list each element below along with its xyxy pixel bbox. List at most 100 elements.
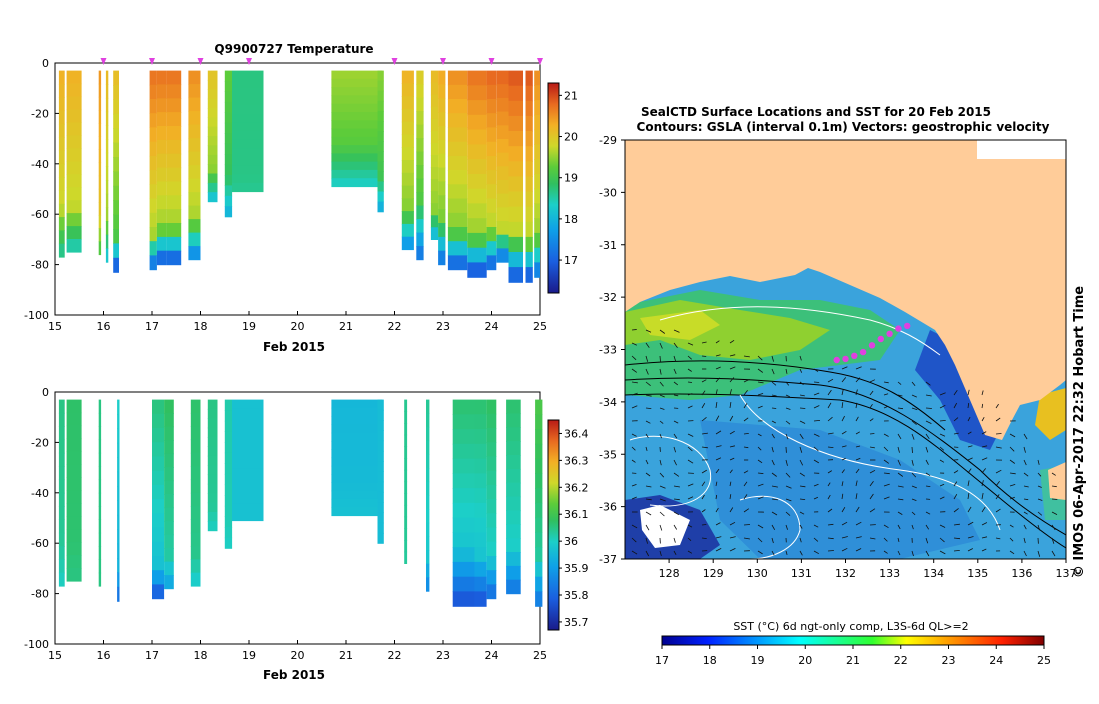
profile-cell — [506, 497, 521, 512]
profile-cell — [67, 213, 82, 227]
profile-cell — [378, 91, 384, 102]
profile-cell — [453, 577, 475, 592]
profile-cell — [117, 443, 119, 458]
profile-cell — [431, 131, 438, 144]
x-tick-label: 22 — [388, 649, 402, 662]
profile-cell — [404, 552, 407, 564]
profile-cell — [191, 533, 201, 547]
map-body — [625, 140, 1066, 559]
y-tick-label: 0 — [42, 386, 49, 399]
profile-cell — [113, 157, 119, 172]
profile-cell — [150, 170, 157, 185]
sst-colorbar-tick-label: 21 — [846, 654, 860, 667]
profile-cell — [99, 413, 101, 427]
profile-cell — [509, 176, 524, 192]
profile-cell — [99, 480, 101, 494]
profile-cell — [448, 170, 467, 185]
profile-cell — [467, 218, 486, 233]
profile-cell — [331, 137, 382, 146]
profile-cell — [113, 128, 119, 143]
profile-cell — [164, 575, 174, 589]
profile-cell — [113, 85, 119, 100]
profile-cell — [404, 493, 407, 505]
profile-cell — [208, 99, 218, 109]
profile-cell — [188, 71, 200, 85]
profile-cell — [416, 192, 423, 206]
profile-cell — [188, 125, 200, 139]
profile-cell — [378, 461, 384, 472]
profile-cell — [404, 458, 407, 470]
profile-cell — [232, 469, 264, 478]
profile-cell — [67, 148, 82, 162]
profile-cell — [232, 79, 264, 88]
profile-cell — [67, 161, 82, 175]
profile-cell — [331, 499, 382, 508]
profile-cell — [232, 443, 264, 452]
profile-cell — [157, 98, 167, 113]
profile-cell — [448, 213, 467, 228]
profile-cell — [535, 503, 542, 518]
profile-cell — [509, 252, 524, 268]
colorbar-tick-label: 36 — [564, 535, 578, 548]
profile-cell — [467, 262, 486, 277]
profile-cell — [475, 562, 487, 577]
profile-cell — [431, 143, 438, 156]
profile-cell — [67, 174, 82, 188]
profile-cell — [232, 434, 264, 443]
profile-cell — [475, 459, 487, 474]
profile-cell — [535, 547, 542, 562]
profile-cell — [431, 203, 438, 216]
profile-cell — [113, 186, 119, 201]
map-nodata-patch — [977, 140, 1066, 159]
profile-cell — [448, 99, 467, 114]
profile-cell — [99, 71, 101, 85]
profile-cell — [467, 100, 486, 115]
profile-cell — [59, 204, 65, 218]
profile-cell — [164, 427, 174, 441]
profile-cell — [113, 200, 119, 215]
profile-cell — [509, 207, 524, 223]
profile-cell — [152, 442, 164, 457]
profile-cell — [208, 456, 218, 466]
profile-cell — [534, 85, 540, 100]
profile-cell — [99, 546, 101, 560]
profile-cell — [404, 517, 407, 529]
profile-cell — [150, 127, 157, 142]
profile-cell — [475, 400, 487, 415]
profile-cell — [191, 559, 201, 573]
imos-timestamp: © IMOS 06-Apr-2017 22:32 Hobart Time — [1072, 286, 1087, 578]
map-x-tick-label: 130 — [747, 567, 768, 580]
sst-colorbar-tick-label: 24 — [989, 654, 1003, 667]
profile-cell — [208, 493, 218, 503]
profile-cell — [534, 71, 540, 86]
sst-colorbar-tick-label: 25 — [1037, 654, 1051, 667]
profile-cell — [509, 146, 524, 162]
profile-cell — [416, 98, 423, 112]
x-tick-label: 22 — [388, 320, 402, 333]
profile-cell — [487, 584, 497, 599]
colorbar-tick-label: 36.4 — [564, 427, 589, 440]
map-y-axis: -29-30-31-32-33-34-35-36-37 — [599, 134, 625, 566]
profile-cell — [453, 547, 475, 562]
profile-cell — [99, 110, 101, 124]
profile-cell — [232, 426, 264, 435]
profile-cell — [331, 129, 382, 138]
profile-cell — [453, 488, 475, 503]
profile-cell — [378, 523, 384, 534]
profile-cell — [467, 85, 486, 100]
salinity-x-label: Feb 2015 — [263, 668, 325, 682]
profile-cell — [487, 227, 497, 242]
profile-cell — [167, 140, 182, 155]
x-tick-label: 17 — [145, 320, 159, 333]
profile-cell — [232, 495, 264, 504]
y-tick-label: -20 — [31, 436, 49, 449]
profile-cell — [331, 170, 382, 179]
map-x-tick-label: 129 — [703, 567, 724, 580]
profile-cell — [164, 400, 174, 414]
x-tick-label: 23 — [436, 320, 450, 333]
profile-cell — [225, 421, 232, 432]
profile-cell — [438, 71, 445, 86]
profile-cell — [152, 584, 164, 599]
profile-cell — [157, 181, 167, 196]
profile-cell — [225, 410, 232, 421]
